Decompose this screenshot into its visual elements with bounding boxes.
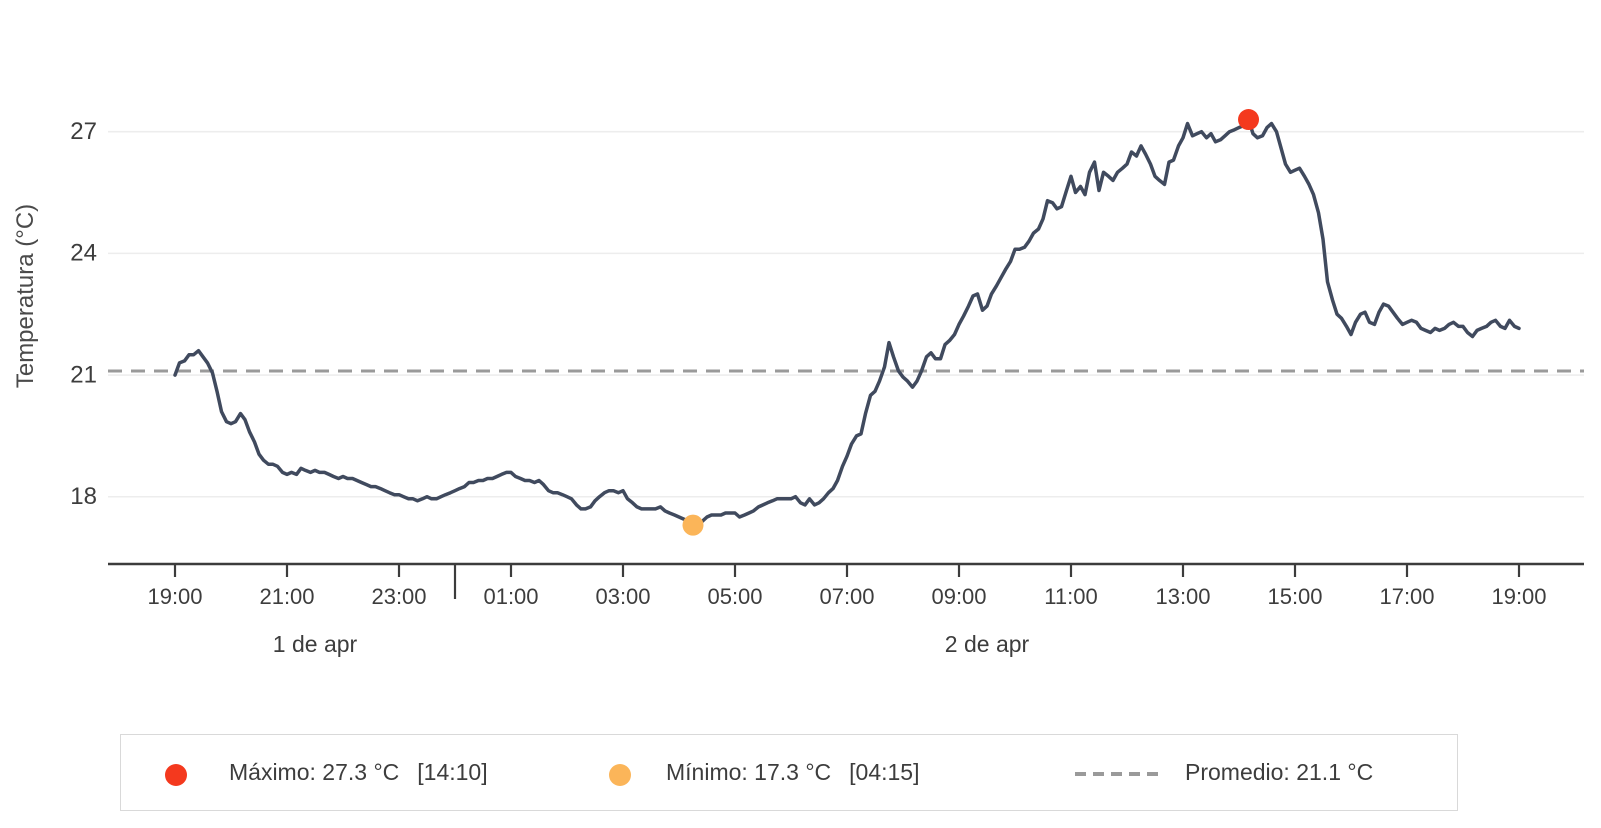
average-legend-dash-icon [1075,772,1159,776]
x-tick-label: 19:00 [147,584,202,609]
day-label: 1 de apr [273,631,358,657]
x-tick-label: 15:00 [1267,584,1322,609]
x-tick-label: 07:00 [819,584,874,609]
max-legend-label: Máximo: 27.3 °C [14:10] [229,735,488,809]
y-tick-label: 27 [70,118,97,145]
temperature-line-chart: 19:00 21:00 23:00 01:00 03:00 05:00 07:00 09:00… [70,109,1584,657]
x-tick-label: 03:00 [595,584,650,609]
x-tick-label: 13:00 [1155,584,1210,609]
day-label: 2 de apr [945,631,1030,657]
y-tick-label: 24 [70,240,97,267]
x-tick-label: 23:00 [371,584,426,609]
x-tick-label: 11:00 [1044,584,1097,609]
max-legend-value: Máximo: 27.3 °C [229,758,400,785]
y-tick-label: 18 [70,483,97,510]
min-legend-time: [04:15] [849,758,920,785]
average-legend-value: Promedio: 21.1 °C [1185,758,1374,785]
temperature-chart-panel: Temperatura (°C) 19:00 21:00 23:00 01:00 03:… [12,109,1584,657]
min-legend-dot-icon [609,764,631,786]
x-tick-label: 21:00 [259,584,314,609]
max-marker [1238,109,1260,131]
y-tick-label: 21 [70,361,97,388]
max-legend-time: [14:10] [417,758,488,785]
min-marker [682,514,704,536]
chart-legend: Máximo: 27.3 °C [14:10] Mínimo: 17.3 °C … [120,734,1458,811]
min-legend-label: Mínimo: 17.3 °C [04:15] [666,735,920,809]
x-tick-label: 19:00 [1491,584,1546,609]
average-legend-label: Promedio: 21.1 °C [1185,735,1373,809]
x-tick-label: 05:00 [707,584,762,609]
min-legend-value: Mínimo: 17.3 °C [666,758,832,785]
x-tick-label: 01:00 [483,584,538,609]
x-tick-label: 17:00 [1379,584,1434,609]
max-legend-dot-icon [165,764,187,786]
temperature-line [173,117,1521,527]
x-tick-label: 09:00 [931,584,986,609]
